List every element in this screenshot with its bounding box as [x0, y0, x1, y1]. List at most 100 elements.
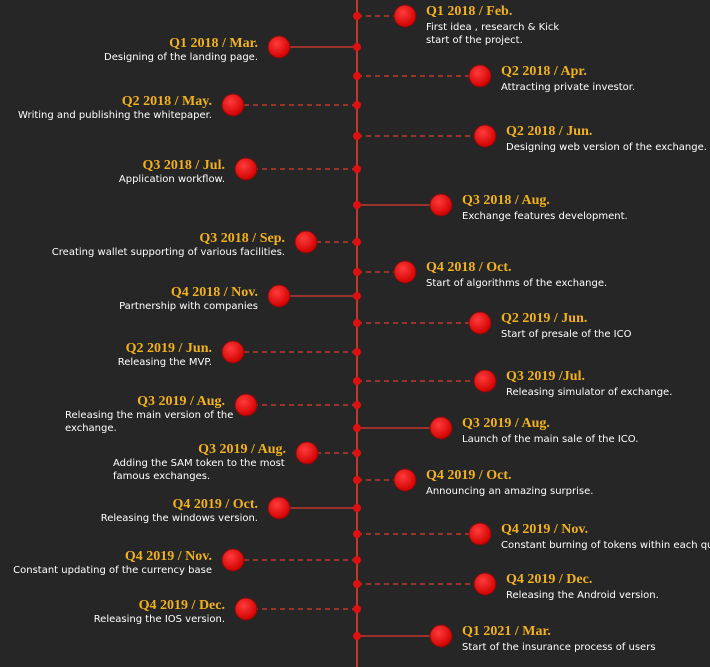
milestone: Q4 2019 / Dec. Releasing the Android vers…: [357, 572, 659, 601]
milestone-desc: Start of presale of the ICO: [501, 329, 632, 340]
milestone-desc: Attracting private investor.: [501, 82, 635, 93]
axis-dot: [353, 530, 361, 538]
milestone-desc: Partnership with companies: [119, 301, 258, 312]
axis-dot: [353, 165, 361, 173]
milestone-desc: start of the project.: [426, 35, 523, 46]
axis-dot: [353, 132, 361, 140]
milestone-title: Q4 2019 / Nov.: [501, 522, 588, 537]
milestone-title: Q4 2018 / Nov.: [171, 285, 258, 300]
milestone: Q2 2019 / Jun. Start of presale of the IC…: [357, 311, 632, 340]
milestone-dot: [267, 284, 291, 308]
axis-dot: [353, 476, 361, 484]
milestone-desc: Start of algorithms of the exchange.: [426, 278, 607, 289]
milestone-desc: Announcing an amazing surprise.: [426, 486, 593, 497]
milestone-desc: Start of the insurance process of users: [462, 642, 656, 653]
milestone: Q3 2019 /Jul. Releasing simulator of exch…: [357, 369, 672, 398]
milestone-desc: exchange.: [65, 423, 117, 434]
milestone-title: Q1 2018 / Feb.: [426, 4, 512, 19]
milestone-dot: [429, 193, 453, 217]
milestone-desc: Releasing the Android version.: [506, 590, 659, 601]
milestone-dot: [473, 124, 497, 148]
axis-dot: [353, 292, 361, 300]
milestone-title: Q1 2021 / Mar.: [462, 624, 551, 639]
milestone-desc: Releasing the main version of the: [65, 410, 233, 421]
axis-dot: [353, 605, 361, 613]
milestone-dot: [295, 441, 319, 465]
milestone-desc: Designing of the landing page.: [104, 52, 258, 63]
axis-dot: [353, 424, 361, 432]
axis-dot: [353, 504, 361, 512]
milestone-dot: [468, 311, 492, 335]
milestone-title: Q3 2019 / Aug.: [462, 416, 550, 431]
milestone-dot: [468, 64, 492, 88]
milestone-title: Q3 2018 / Jul.: [143, 158, 225, 173]
axis-dot: [353, 556, 361, 564]
milestone-dot: [468, 522, 492, 546]
milestone-dot: [267, 35, 291, 59]
axis-dot: [353, 319, 361, 327]
axis-dot: [353, 43, 361, 51]
milestone-dot: [393, 468, 417, 492]
milestone-title: Q3 2018 / Sep.: [199, 231, 285, 246]
milestone-desc: Adding the SAM token to the most: [113, 458, 285, 469]
milestone: Q2 2018 / Apr. Attracting private investo…: [357, 64, 635, 93]
milestone: Q1 2018 / Feb. First idea , research & Ki…: [357, 4, 559, 46]
axis-dot: [353, 401, 361, 409]
milestone-dot: [294, 230, 318, 254]
milestone: Q1 2018 / Mar.Designing of the landing p…: [104, 35, 357, 63]
milestone-dot: [393, 4, 417, 28]
axis-dot: [353, 580, 361, 588]
milestone-title: Q2 2019 / Jun.: [126, 341, 212, 356]
milestone-title: Q2 2018 / Apr.: [501, 64, 587, 79]
axis-dot: [353, 201, 361, 209]
axis-dot: [353, 238, 361, 246]
milestone-title: Q3 2019 /Jul.: [506, 369, 585, 384]
milestone-dot: [234, 597, 258, 621]
milestone-title: Q4 2019 / Dec.: [139, 598, 225, 613]
axis-dot: [353, 268, 361, 276]
milestone-dot: [221, 548, 245, 572]
milestone-title: Q3 2019 / Aug.: [137, 394, 225, 409]
milestone-desc: Launch of the main sale of the ICO.: [462, 434, 638, 445]
milestone-dot: [429, 416, 453, 440]
axis-dot: [353, 348, 361, 356]
axis-dot: [353, 72, 361, 80]
axis-dot: [353, 12, 361, 20]
milestone: Q2 2018 / Jun. Designing web version of t…: [357, 124, 707, 153]
milestone: Q3 2018 / Aug. Exchange features developm…: [357, 193, 628, 222]
milestone-desc: Writing and publishing the whitepaper.: [18, 110, 212, 121]
milestone-title: Q3 2019 / Aug.: [198, 442, 286, 457]
milestone: Q4 2019 / Oct. Announcing an amazing surp…: [357, 468, 593, 497]
milestone: Q3 2019 / Aug. Launch of the main sale of…: [357, 416, 638, 445]
milestone-desc: Exchange features development.: [462, 211, 628, 222]
milestone-title: Q2 2018 / May.: [122, 94, 212, 109]
milestone-dot: [234, 157, 258, 181]
milestone-title: Q4 2019 / Oct.: [426, 468, 512, 483]
milestone-title: Q3 2018 / Aug.: [462, 193, 550, 208]
axis-dot: [353, 632, 361, 640]
milestone-desc: Creating wallet supporting of various fa…: [52, 247, 285, 258]
milestone-title: Q4 2018 / Oct.: [426, 260, 512, 275]
milestone: Q4 2019 / Nov. Constant burning of tokens…: [357, 522, 710, 551]
milestone-dot: [429, 624, 453, 648]
milestone-desc: Constant updating of the currency base: [13, 565, 212, 576]
axis-dot: [353, 449, 361, 457]
milestone: Q2 2018 / May.Writing and publishing the…: [18, 93, 357, 121]
milestone: Q3 2018 / Jul.Application workflow.: [119, 157, 357, 185]
milestone-dot: [221, 340, 245, 364]
milestone-title: Q2 2018 / Jun.: [506, 124, 592, 139]
milestone: Q4 2018 / Oct. Start of algorithms of the…: [357, 260, 607, 289]
milestone-dot: [267, 496, 291, 520]
milestone-title: Q1 2018 / Mar.: [169, 36, 258, 51]
milestone: Q3 2019 / Aug.Adding the SAM token to th…: [113, 441, 357, 482]
milestone-dot: [473, 369, 497, 393]
milestone-title: Q4 2019 / Dec.: [506, 572, 592, 587]
milestone-desc: Releasing simulator of exchange.: [506, 387, 672, 398]
milestone: Q3 2018 / Sep.Creating wallet supporting…: [52, 230, 357, 258]
axis-dot: [353, 101, 361, 109]
milestone-dot: [221, 93, 245, 117]
milestone-dot: [393, 260, 417, 284]
milestone-desc: Designing web version of the exchange.: [506, 142, 707, 153]
milestone: Q1 2021 / Mar. Start of the insurance pro…: [357, 624, 656, 653]
